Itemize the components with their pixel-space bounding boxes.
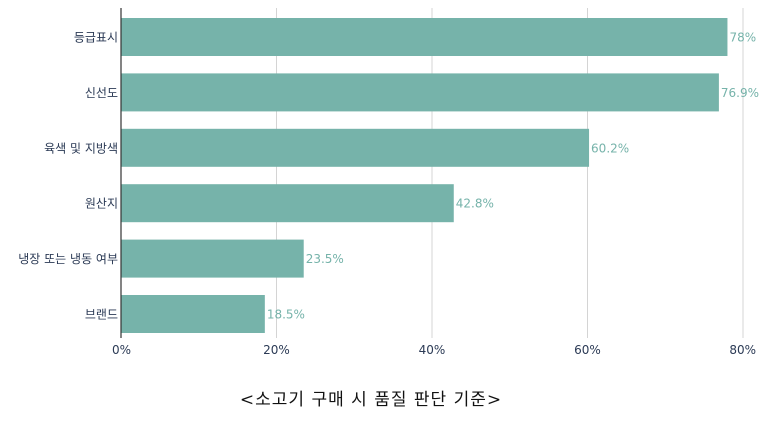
category-label: 신선도 [85, 86, 118, 100]
x-tick-label: 0% [112, 343, 131, 357]
category-label: 등급표시 [74, 31, 118, 45]
x-tick-label: 20% [263, 343, 290, 357]
bar [121, 295, 265, 333]
category-label: 냉장 또는 냉동 여부 [18, 252, 118, 266]
grid-lines [276, 8, 744, 338]
x-tick-label: 60% [574, 343, 601, 357]
chart-caption: <소고기 구매 시 품질 판단 기준> [239, 390, 503, 410]
category-label: 브랜드 [85, 308, 118, 322]
bars: 78% 76.9% 60.2% 42.8% 23.5% 18.5% [121, 18, 759, 333]
data-label: 18.5% [267, 308, 305, 322]
bar [121, 239, 304, 278]
x-tick-label: 80% [729, 343, 756, 357]
data-label: 42.8% [456, 197, 494, 211]
data-label: 60.2% [591, 141, 629, 155]
x-axis-ticks: 0% 20% 40% 60% 80% [112, 343, 756, 357]
data-label: 78% [729, 31, 756, 45]
data-label: 23.5% [306, 252, 344, 266]
bar [121, 128, 590, 167]
category-label: 원산지 [85, 197, 118, 211]
bar [121, 184, 454, 223]
x-tick-label: 40% [419, 343, 446, 357]
data-label: 76.9% [721, 86, 759, 100]
bar [121, 18, 728, 56]
category-label: 육색 및 지방색 [44, 141, 118, 155]
bar [121, 73, 719, 112]
